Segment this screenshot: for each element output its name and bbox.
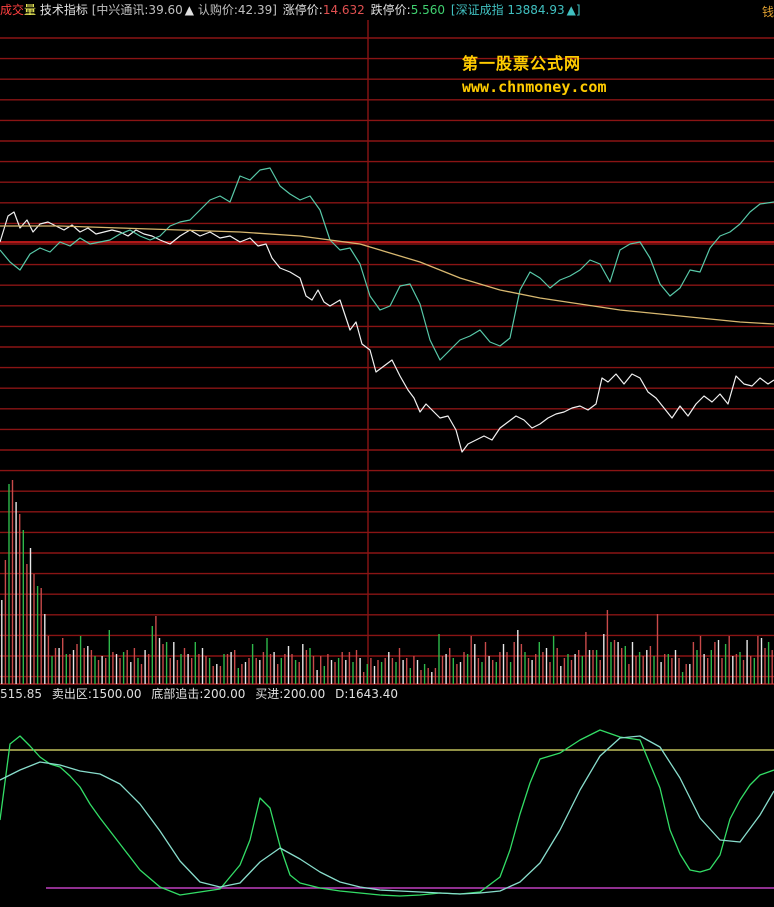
oscillator-fast-line — [0, 729, 774, 897]
index-info: [深证成指 13884.93 — [450, 3, 565, 17]
limit-up-label: 涨停价: — [282, 3, 323, 17]
volume-bars — [1, 480, 773, 684]
watermark-title: 第一股票公式网 — [462, 54, 582, 73]
watermark-url: www.chnmoney.com — [462, 78, 607, 96]
buy-value: 买进:200.00 — [255, 687, 326, 701]
bottom-chase-value: 底部追击:200.00 — [151, 687, 246, 701]
price-line — [0, 211, 774, 453]
up-arrow-icon: ▲ — [184, 3, 195, 17]
index-line — [0, 167, 774, 361]
volume-label-2[interactable]: 量 — [24, 3, 37, 17]
warrant-price: 认购价:42.39] — [197, 3, 277, 17]
indicator-first-value: 515.85 — [0, 687, 42, 701]
header-edge-char: 钱 — [762, 5, 774, 19]
oscillator-slow-line — [0, 735, 774, 895]
indicator-label[interactable]: 技术指标 — [39, 3, 88, 17]
watermark: 第一股票公式网 www.chnmoney.com — [462, 50, 607, 96]
limit-up-value: 14.632 — [322, 3, 365, 17]
d-value: D:1643.40 — [335, 687, 398, 701]
stock-price: [中兴通讯:39.60 — [91, 3, 183, 17]
price-lines — [0, 167, 774, 453]
average-line — [0, 225, 774, 325]
volume-label-1[interactable]: 成交 — [0, 3, 25, 17]
sell-zone-value: 卖出区:1500.00 — [51, 687, 142, 701]
chart-header: 成交量 技术指标 [中兴通讯:39.60 ▲ 认购价:42.39] 涨停价:14.… — [0, 0, 774, 20]
oscillator-panel — [0, 729, 774, 897]
indicator-values: 515.85 卖出区:1500.00 底部追击:200.00 买进:200.00… — [0, 686, 404, 702]
index-arrow-icon: ▲] — [566, 3, 581, 17]
price-grid — [0, 20, 774, 685]
limit-down-value: 5.560 — [410, 3, 446, 17]
limit-down-label: 跌停价: — [370, 3, 411, 17]
